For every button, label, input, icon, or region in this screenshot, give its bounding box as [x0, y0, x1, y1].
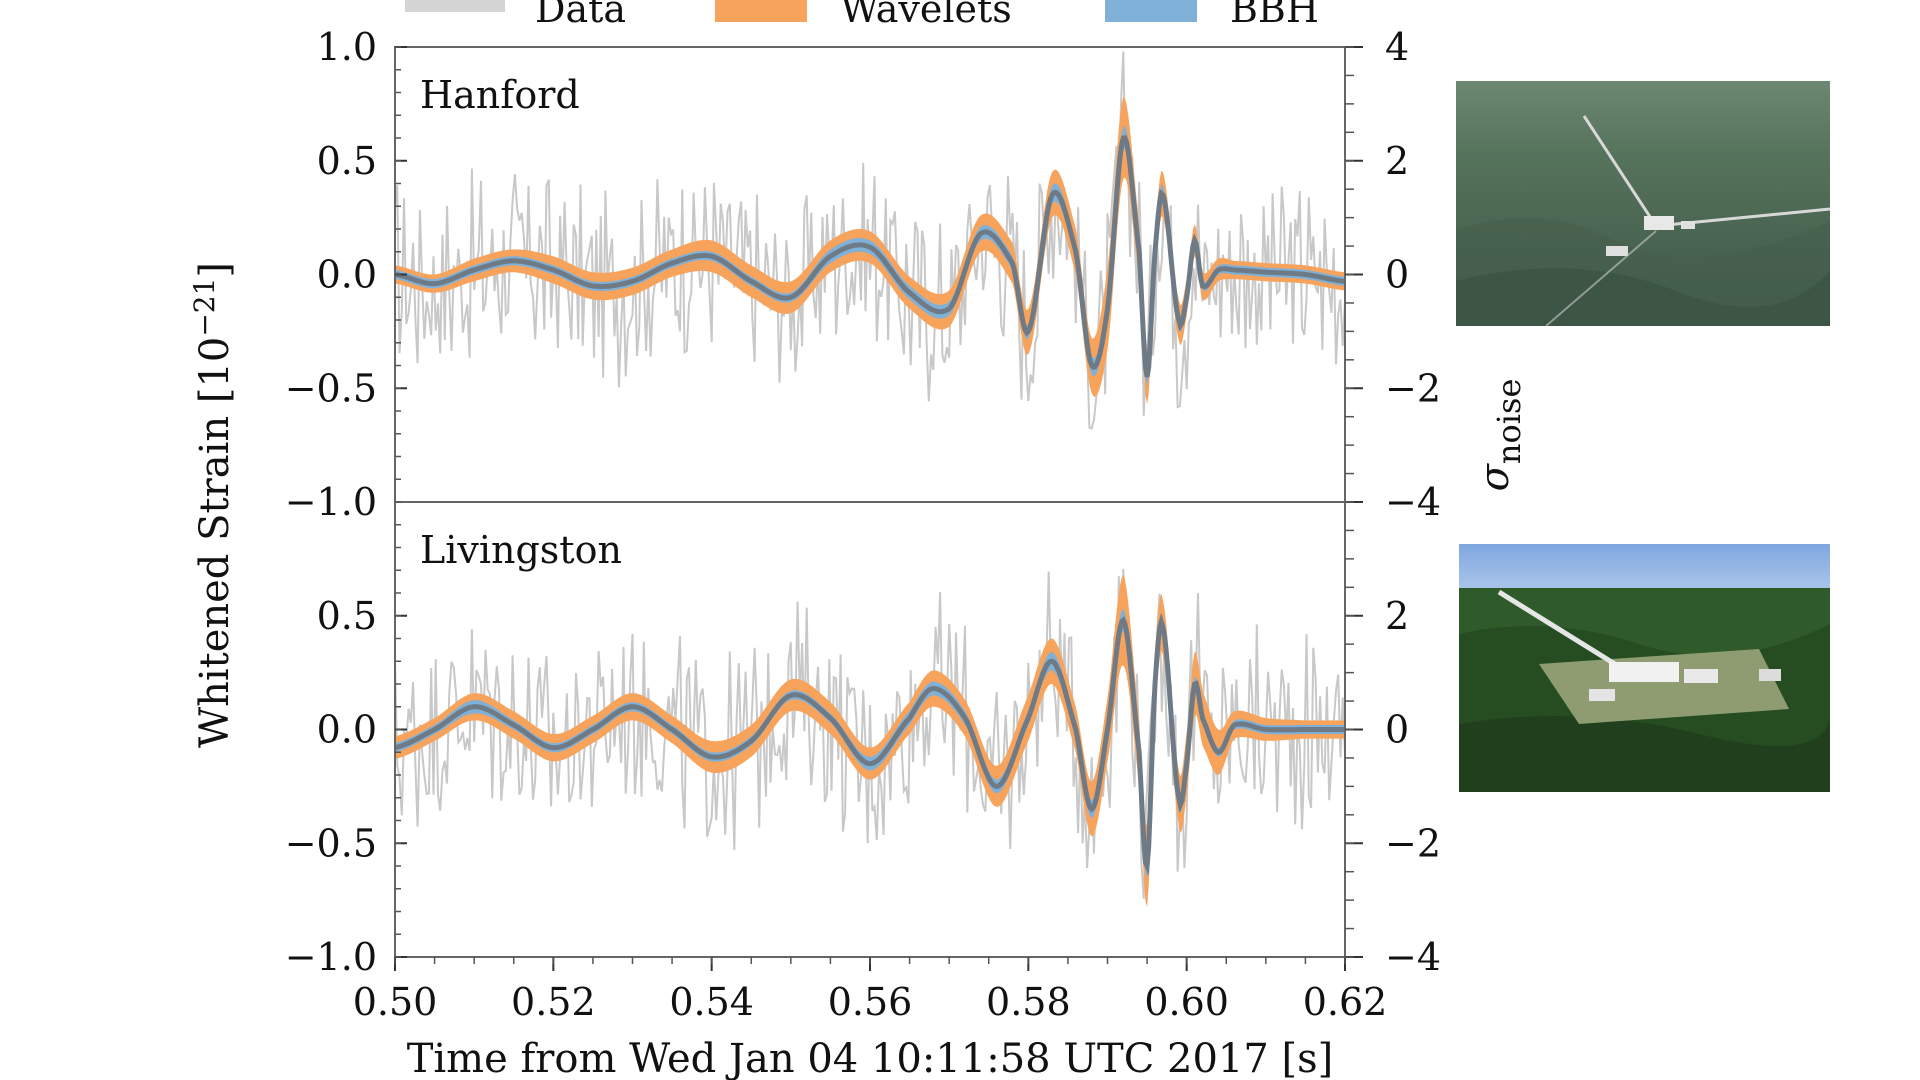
legend-label-data: Data	[535, 0, 626, 31]
y-tick-label: 1.0	[317, 25, 377, 69]
wavelets-band-area	[395, 574, 1345, 907]
x-tick-label: 0.60	[1144, 980, 1229, 1024]
y-tick-label: −1.0	[285, 480, 377, 524]
hanford-median-line	[394, 135, 1346, 378]
y-axis-title-main: Whitened Strain [10	[192, 337, 238, 748]
y-tick-label: −0.5	[285, 366, 377, 410]
x-tick-label: 0.52	[511, 980, 596, 1024]
y-tick-label: −1.0	[285, 935, 377, 979]
livingston-wavelets-band	[395, 574, 1345, 907]
legend: Data Wavelets BBH	[405, 0, 1319, 31]
y-tick-label: −0.5	[285, 821, 377, 865]
right-y-axis-title: σnoise	[1472, 379, 1528, 492]
legend-swatch-data	[405, 0, 505, 12]
median-line	[394, 135, 1346, 378]
y-axis-title-exponent: −21	[188, 278, 221, 337]
x-tick-label: 0.54	[669, 980, 754, 1024]
hanford-panel-label: Hanford	[420, 73, 580, 117]
right-y-axis-title-subscript: noise	[1490, 379, 1528, 464]
y-axis-title: Whitened Strain [10−21]	[188, 262, 238, 748]
livingston-data-trace	[394, 568, 1346, 899]
right-y-tick-label: −2	[1385, 366, 1441, 410]
x-tick-label: 0.58	[986, 980, 1071, 1024]
legend-swatch-wavelets	[715, 0, 807, 22]
hanford-observatory-photo	[1456, 81, 1830, 326]
right-y-tick-label: 4	[1385, 25, 1409, 69]
right-y-tick-label: 0	[1385, 708, 1409, 752]
y-tick-label: 0.5	[317, 594, 377, 638]
right-y-tick-label: 2	[1385, 139, 1409, 183]
right-y-axis-title-symbol: σ	[1472, 462, 1518, 491]
right-y-tick-label: −4	[1385, 935, 1441, 979]
x-axis: 0.50 0.52 0.54 0.56 0.58 0.60 0.62	[353, 957, 1388, 1024]
hanford-panel: 1.0 0.5 0.0 −0.5 −1.0 4 2 0 −2 −4 Hanford	[285, 25, 1441, 524]
median-line	[394, 612, 1345, 876]
legend-label-wavelets: Wavelets	[840, 0, 1012, 31]
right-y-tick-label: −2	[1385, 821, 1441, 865]
data-trace-line	[394, 568, 1346, 899]
right-y-tick-label: 0	[1385, 253, 1409, 297]
y-tick-label: 0.0	[317, 708, 377, 752]
legend-label-bbh: BBH	[1230, 0, 1319, 31]
hanford-ticks: 1.0 0.5 0.0 −0.5 −1.0 4 2 0 −2 −4	[285, 25, 1441, 524]
x-tick-label: 0.56	[828, 980, 913, 1024]
y-tick-label: 0.0	[317, 253, 377, 297]
livingston-panel: 0.5 0.0 −0.5 −1.0 2 0 −2 −4 Livingston	[285, 501, 1441, 979]
y-axis-title-suffix: ]	[192, 262, 238, 278]
right-y-tick-label: 2	[1385, 594, 1409, 638]
livingston-ticks: 0.5 0.0 −0.5 −1.0 2 0 −2 −4	[285, 501, 1441, 979]
x-tick-label: 0.50	[353, 980, 438, 1024]
livingston-observatory-photo	[1459, 544, 1830, 792]
x-tick-label: 0.62	[1303, 980, 1388, 1024]
livingston-panel-label: Livingston	[420, 528, 622, 572]
right-y-tick-label: −4	[1385, 480, 1441, 524]
x-axis-title: Time from Wed Jan 04 10:11:58 UTC 2017 […	[407, 1036, 1334, 1080]
livingston-median-line	[394, 612, 1345, 876]
legend-swatch-bbh	[1105, 0, 1197, 22]
y-tick-label: 0.5	[317, 139, 377, 183]
